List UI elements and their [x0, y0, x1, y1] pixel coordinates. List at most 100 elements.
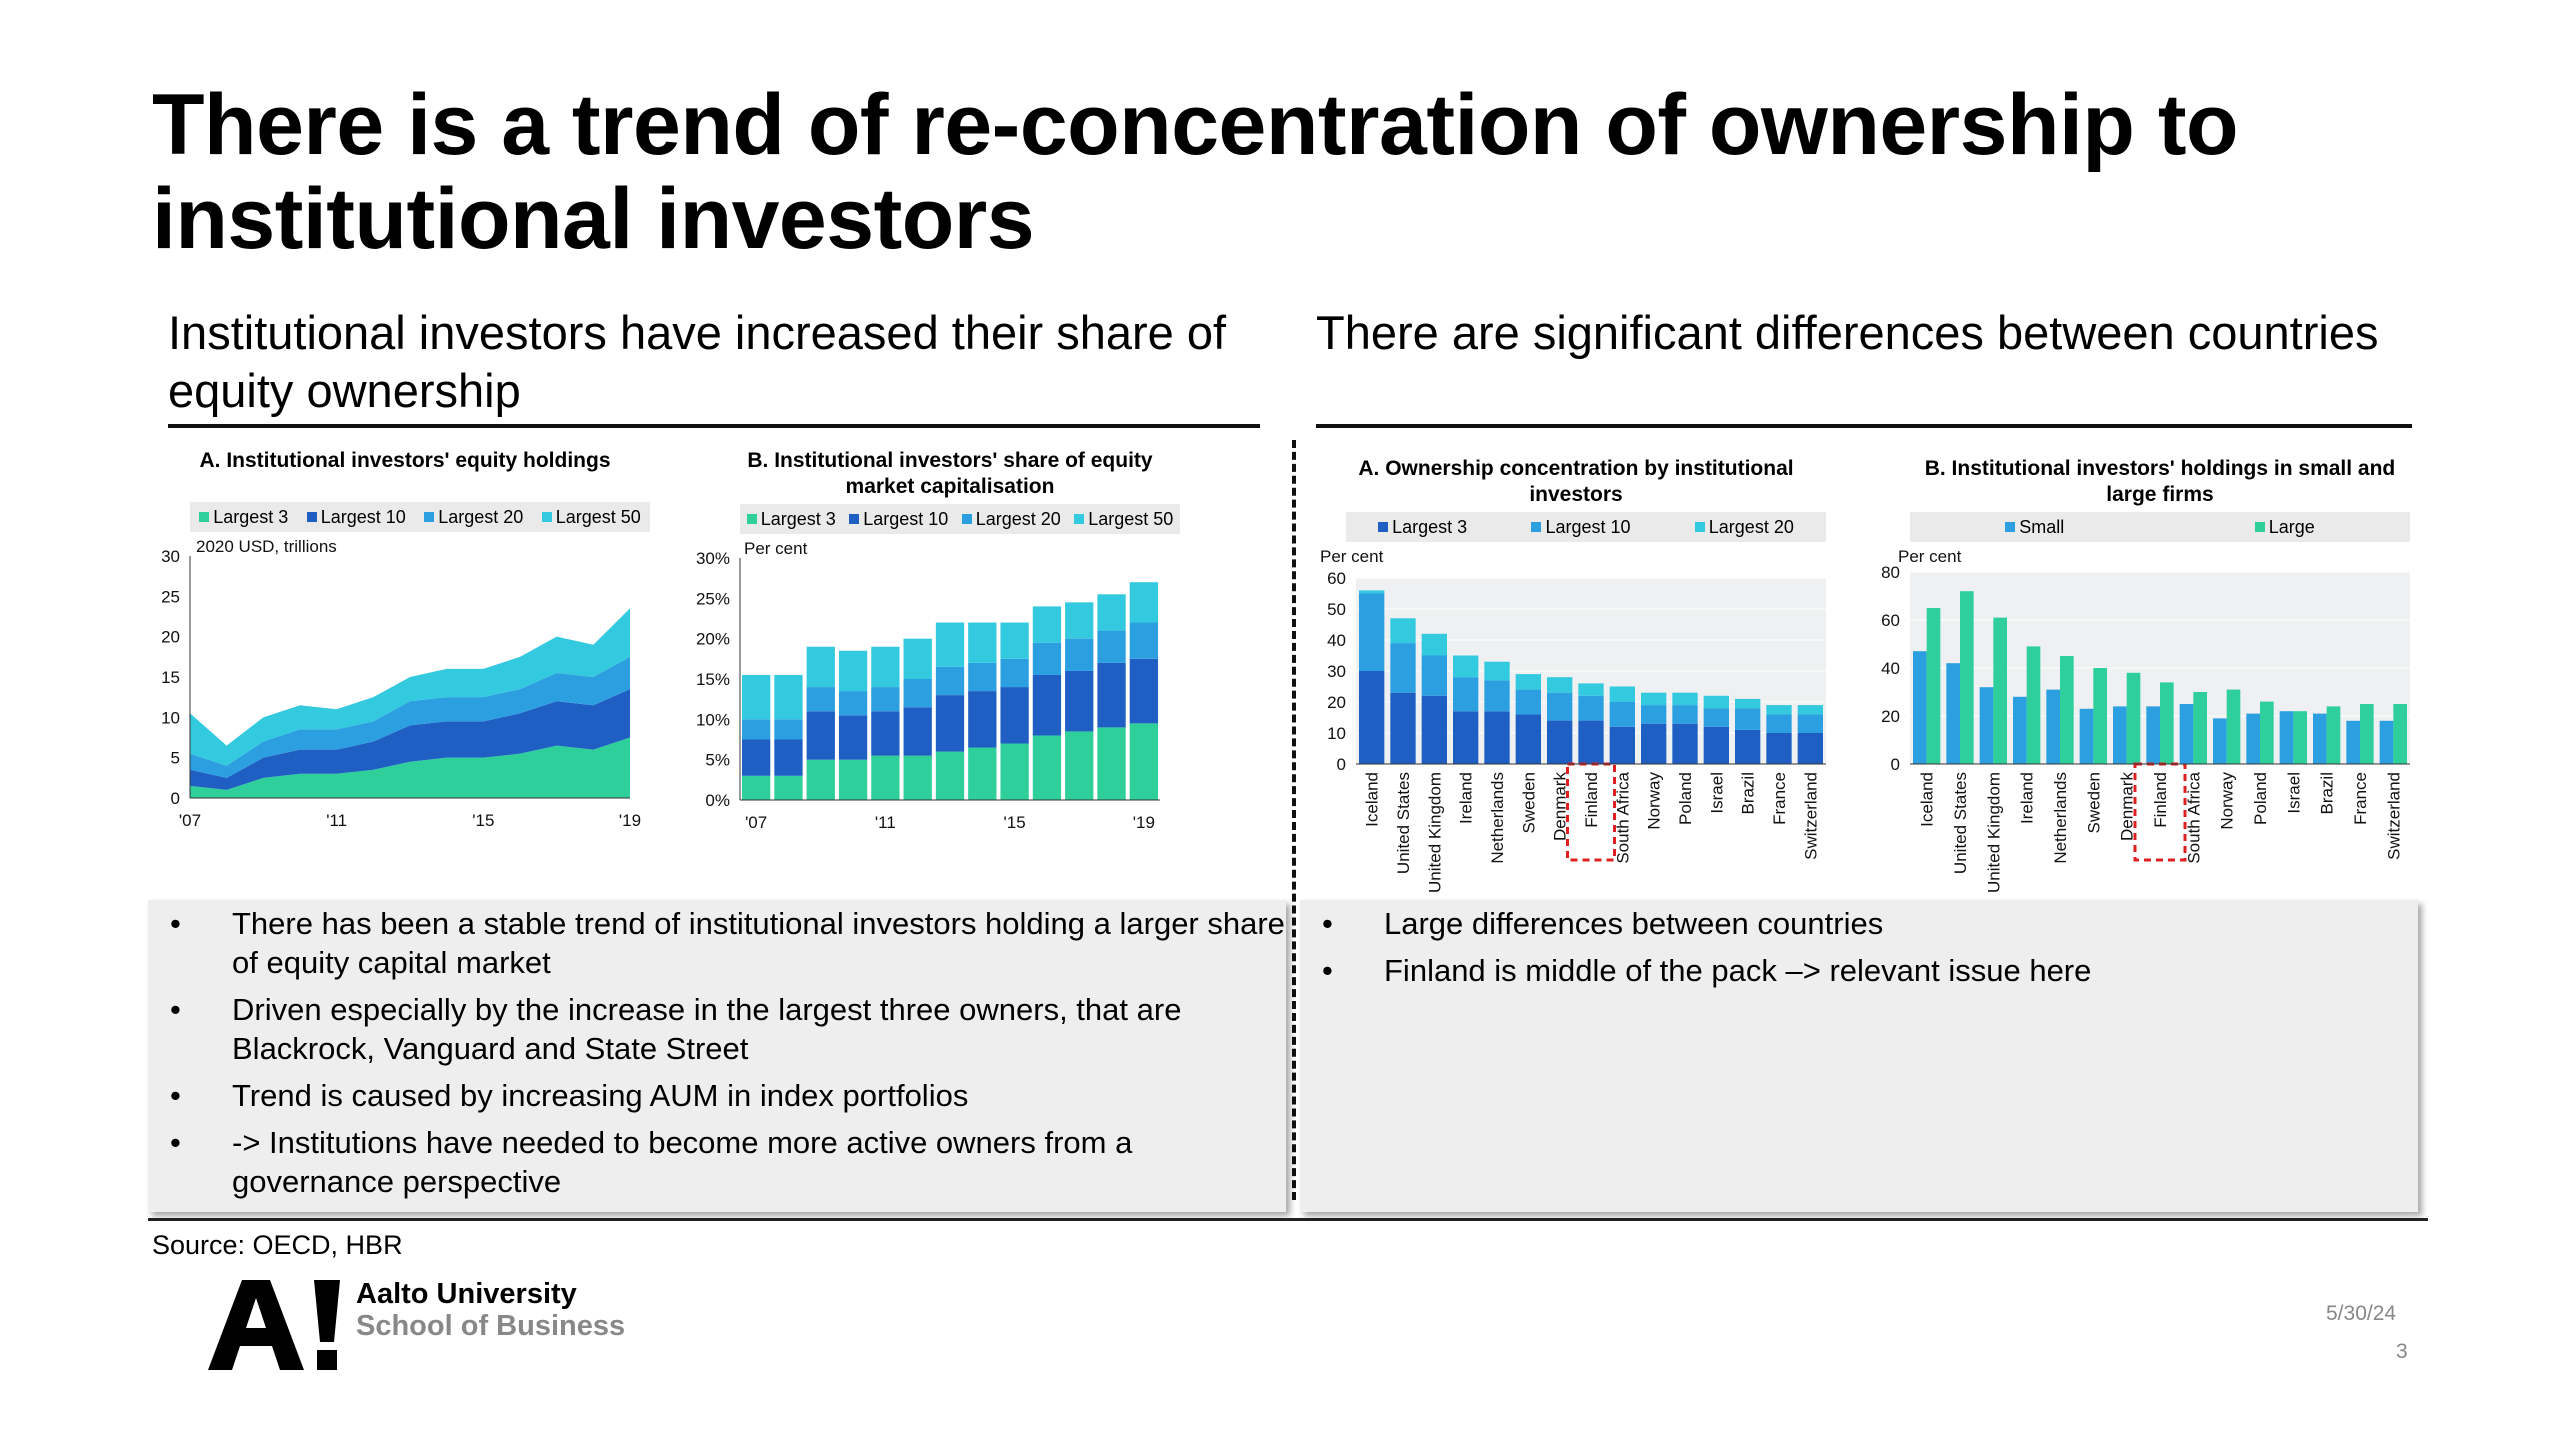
legend-item-large: Large [2254, 517, 2315, 538]
x-category-label: France [2351, 772, 2370, 825]
bar-large [1993, 617, 2007, 764]
x-tick-label: '07 [179, 811, 201, 830]
bar-small [2213, 718, 2227, 764]
bar-large [2293, 711, 2307, 764]
bar-segment-largest-3 [1390, 692, 1416, 764]
bar-segment-largest-10 [1547, 692, 1573, 721]
bar-segment-largest-10 [1390, 643, 1416, 693]
x-tick-label: '07 [745, 813, 767, 832]
bar-segment-largest-20 [1421, 633, 1447, 656]
column-divider [1292, 440, 1296, 1200]
bar-segment-largest-10 [1097, 662, 1126, 728]
bar-small [2113, 706, 2127, 764]
bar-segment-largest-20 [1065, 638, 1094, 671]
x-category-label: United States [1951, 772, 1970, 874]
bar-segment-largest-10 [871, 711, 900, 756]
note-item: Large differences between countries [1300, 904, 2418, 943]
area-series-largest-10 [190, 689, 630, 790]
source-note: Source: OECD, HBR [152, 1230, 403, 1260]
legend-item-largest10: Largest 10 [306, 507, 406, 528]
legend-item-largest3: Largest 3 [1378, 517, 1467, 538]
bar-large [2160, 682, 2174, 764]
bar-segment-largest-20 [871, 687, 900, 712]
bar-segment-largest-20 [1766, 705, 1792, 715]
bar-segment-largest-3 [1484, 711, 1510, 764]
y-tick-label: 10 [1327, 724, 1346, 743]
bar-segment-largest-50 [1000, 622, 1029, 659]
x-category-label: Brazil [1739, 772, 1758, 815]
bar-segment-largest-20 [1578, 683, 1604, 696]
area-series-largest-20 [190, 656, 630, 778]
bar-segment-largest-10 [1359, 593, 1385, 671]
x-tick-label: '15 [472, 811, 494, 830]
bar-segment-largest-10 [1578, 695, 1604, 721]
x-category-label: Finland [2151, 772, 2170, 828]
bar-large [2393, 704, 2407, 764]
right-notes-box: Large differences between countries Finl… [1300, 900, 2418, 1212]
bar-segment-largest-20 [742, 719, 771, 740]
x-category-label: Brazil [2318, 772, 2337, 815]
bar-segment-largest-20 [1609, 686, 1635, 702]
x-category-label: South Africa [2184, 771, 2203, 863]
x-category-label: Switzerland [1801, 772, 1820, 860]
bar-small [2246, 713, 2260, 764]
bar-segment-largest-10 [935, 695, 965, 752]
bar-segment-largest-20 [1797, 705, 1823, 715]
bar-segment-largest-10 [806, 711, 835, 760]
bar-segment-largest-10 [1000, 687, 1029, 744]
note-item: Finland is middle of the pack –> relevan… [1300, 951, 2418, 990]
bar-segment-largest-3 [1609, 726, 1635, 764]
legend-item-small: Small [2005, 517, 2064, 538]
chart-small-large-firms: B. Institutional investors' holdings in … [1860, 452, 2420, 893]
y-unit-label: 2020 USD, trillions [196, 537, 337, 556]
x-category-label: Poland [1676, 772, 1695, 825]
bar-segment-largest-20 [1390, 618, 1416, 644]
x-category-label: Sweden [1519, 772, 1538, 833]
bar-large [2360, 704, 2374, 764]
y-tick-label: 20 [1881, 707, 1900, 726]
bar-segment-largest-20 [968, 662, 997, 692]
bar-segment-largest-10 [1421, 655, 1447, 696]
bar-segment-largest-3 [1453, 711, 1479, 764]
bar-segment-largest-10 [1453, 677, 1479, 712]
left-notes-box: There has been a stable trend of institu… [148, 900, 1286, 1212]
logo-university-name: Aalto University [356, 1278, 577, 1310]
chart-legend: Largest 3 Largest 10 Largest 20 Largest … [190, 502, 650, 532]
x-tick-label: '19 [619, 811, 641, 830]
y-tick-label: 20% [696, 630, 730, 649]
bar-segment-largest-3 [1547, 720, 1573, 764]
bar-large [2060, 656, 2074, 764]
y-tick-label: 30 [161, 547, 180, 566]
bar-segment-largest-10 [1484, 680, 1510, 712]
bar-segment-largest-10 [1129, 658, 1158, 724]
left-column-heading: Institutional investors have increased t… [168, 306, 1227, 417]
bar-small [2379, 720, 2394, 764]
x-category-label: Israel [2284, 772, 2303, 814]
bar-segment-largest-3 [968, 747, 997, 800]
legend-item-largest50: Largest 50 [541, 507, 641, 528]
x-tick-label: '15 [1004, 813, 1026, 832]
bar-segment-largest-10 [1672, 705, 1698, 724]
note-item: Trend is caused by increasing AUM in ind… [148, 1076, 1286, 1115]
bar-segment-largest-3 [838, 759, 868, 800]
bar-segment-largest-3 [1065, 731, 1094, 800]
bar-segment-largest-20 [806, 687, 835, 712]
bar-segment-largest-10 [1065, 670, 1094, 732]
bar-segment-largest-50 [1065, 602, 1094, 639]
bar-segment-largest-50 [838, 650, 868, 692]
bar-segment-largest-3 [742, 775, 771, 800]
x-category-label: Poland [2251, 772, 2270, 825]
bar-segment-largest-50 [1097, 594, 1126, 631]
area-series-largest-3 [190, 737, 630, 798]
bar-segment-largest-20 [1453, 655, 1479, 678]
bar-segment-largest-3 [871, 755, 900, 800]
area-series-largest-50 [190, 608, 630, 766]
bar-large [2126, 672, 2141, 764]
slide-title: There is a trend of re-concentration of … [152, 77, 2239, 267]
bar-segment-largest-3 [935, 751, 965, 800]
legend-item-largest50: Largest 50 [1074, 509, 1173, 530]
bar-segment-largest-10 [1797, 714, 1823, 733]
bar-segment-largest-10 [1735, 708, 1761, 730]
bar-segment-largest-20 [1703, 695, 1729, 709]
